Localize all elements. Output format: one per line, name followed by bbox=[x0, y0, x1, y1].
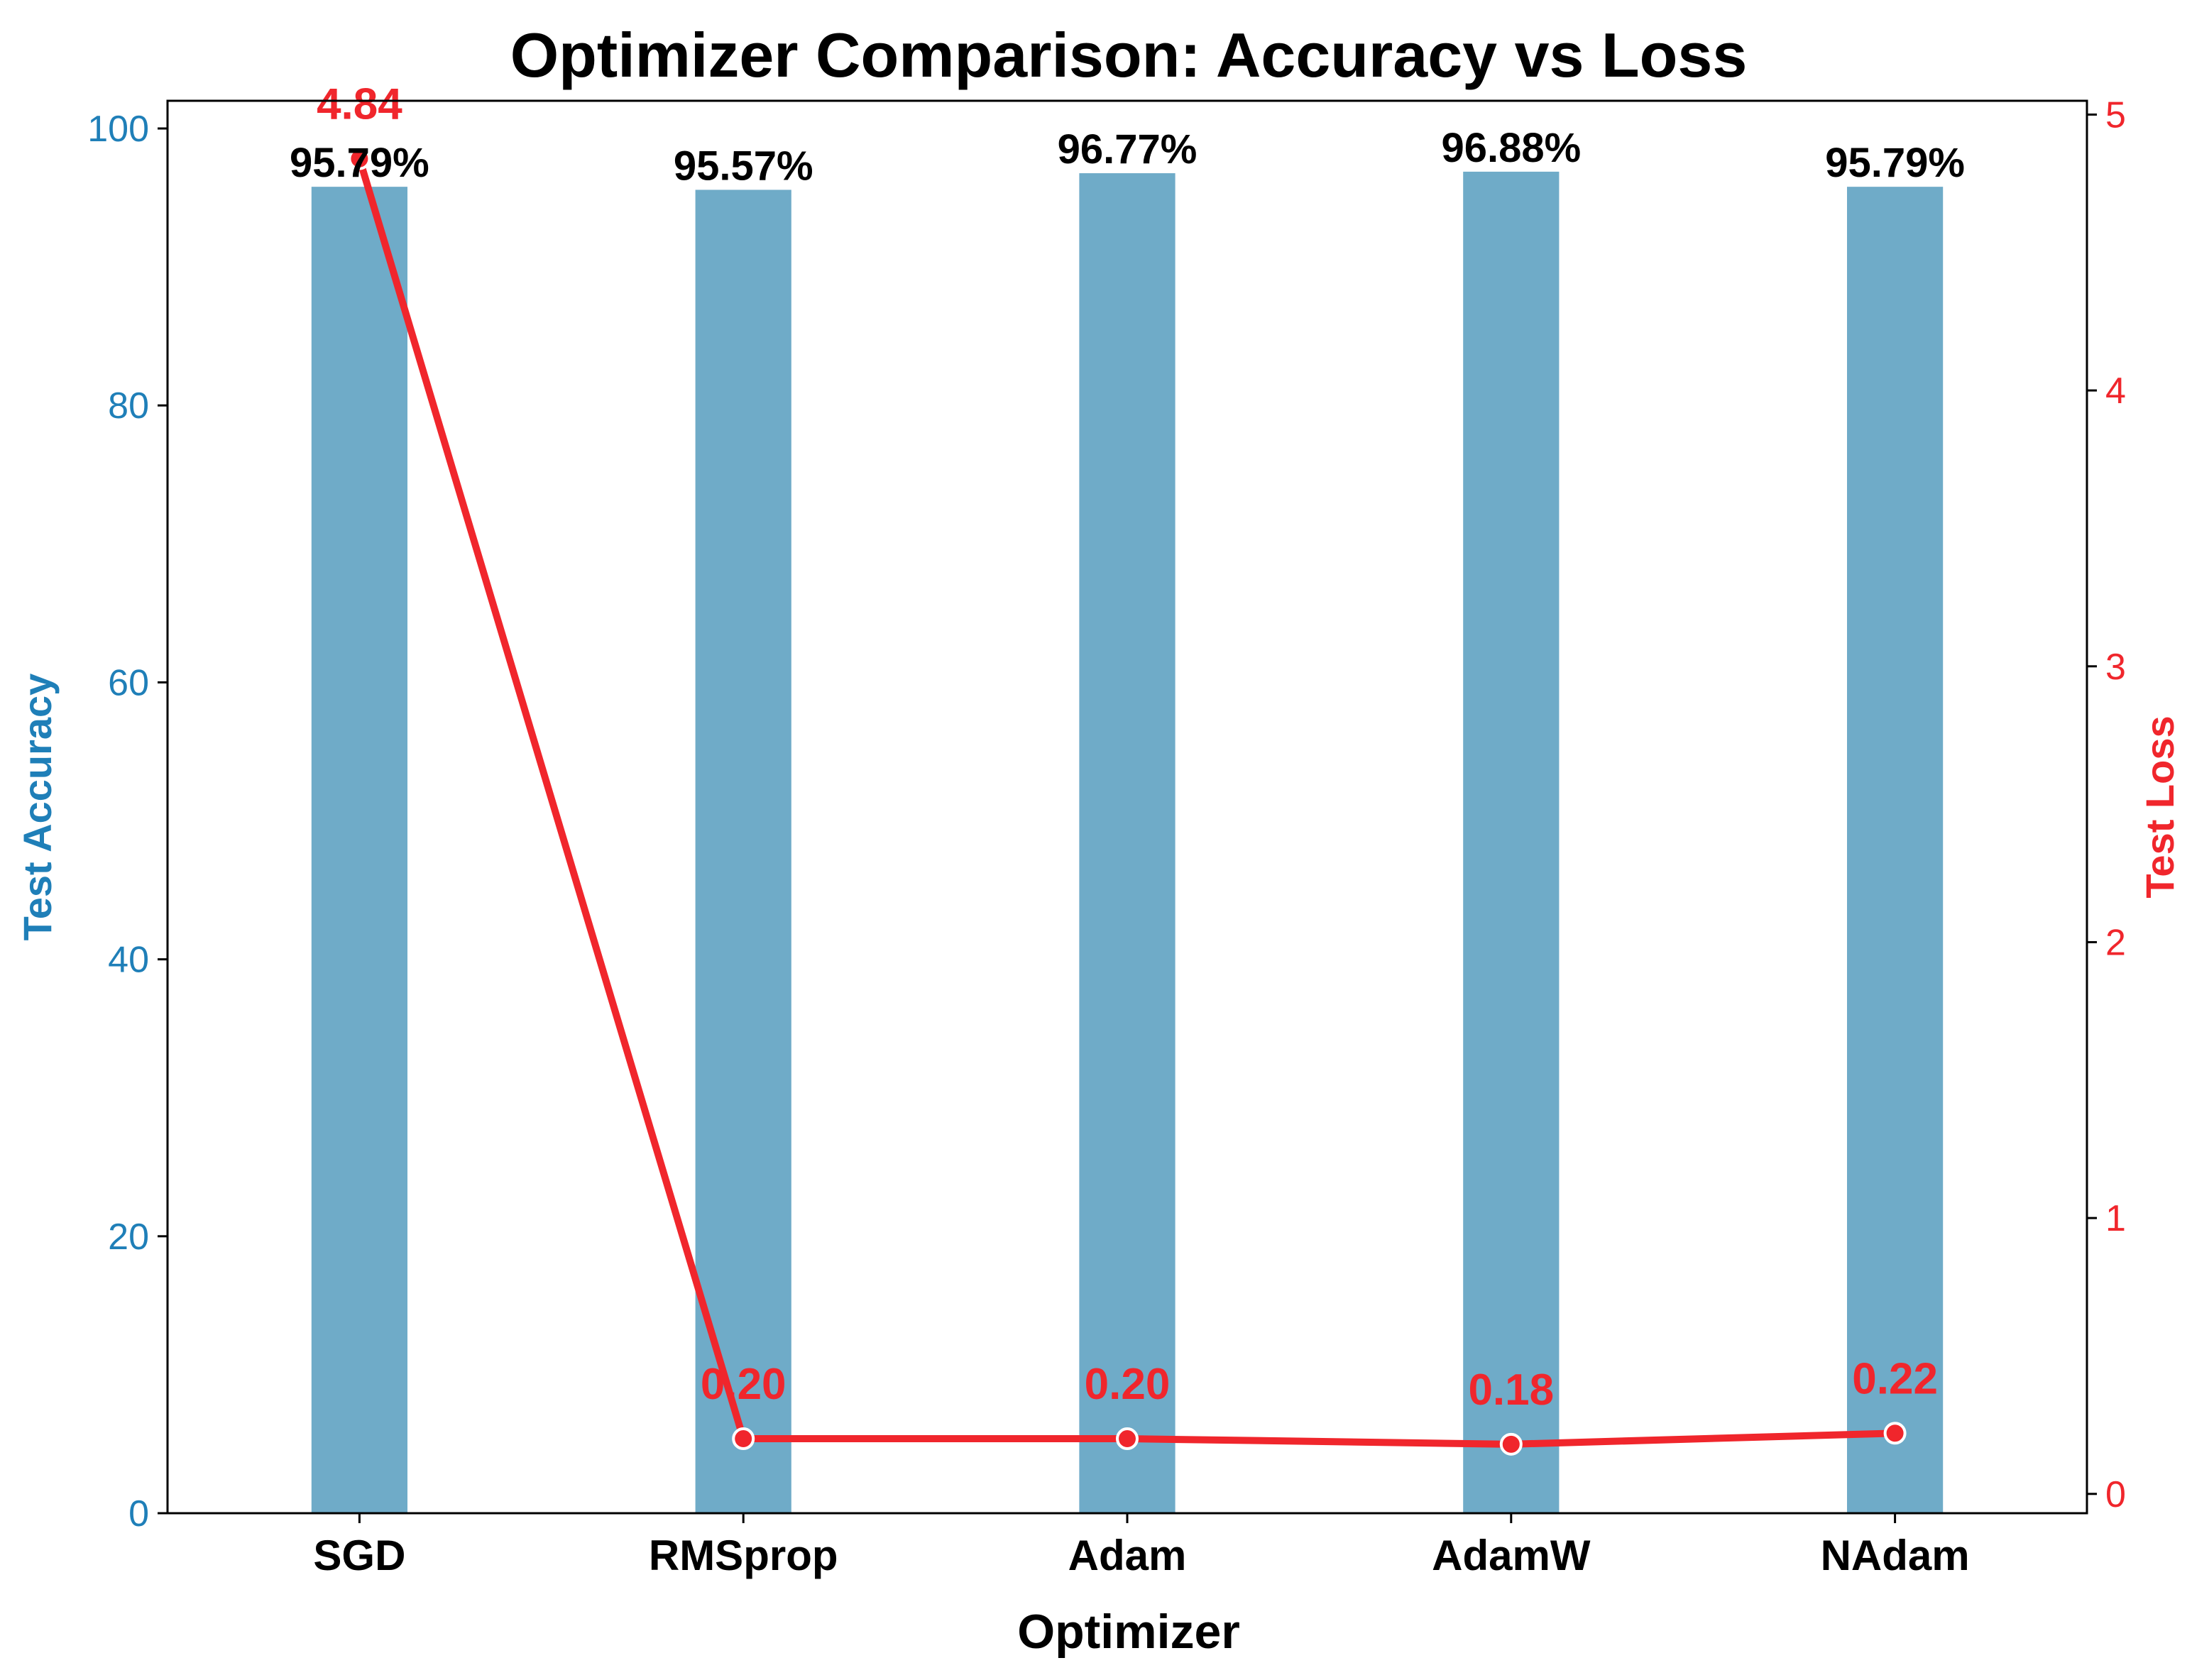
bar-sgd bbox=[311, 187, 407, 1513]
x-axis: SGD RMSprop Adam AdamW NAdam bbox=[313, 1513, 1970, 1579]
left-axis: 0 20 40 60 80 100 bbox=[87, 109, 168, 1534]
bar-value-label: 96.88% bbox=[1441, 125, 1581, 171]
right-tick-label: 0 bbox=[2105, 1474, 2126, 1515]
bar-nadam bbox=[1847, 187, 1944, 1513]
bar-adam bbox=[1079, 173, 1176, 1514]
right-tick-label: 2 bbox=[2105, 922, 2126, 963]
left-tick-label: 100 bbox=[87, 109, 149, 150]
bar-adamw bbox=[1463, 171, 1560, 1514]
x-axis-label: Optimizer bbox=[1017, 1605, 1240, 1659]
x-tick-label: NAdam bbox=[1821, 1532, 1970, 1579]
bar-rmsprop bbox=[695, 190, 791, 1514]
bars-layer bbox=[311, 171, 1944, 1514]
bar-value-label: 95.57% bbox=[674, 143, 813, 189]
chart-title: Optimizer Comparison: Accuracy vs Loss bbox=[510, 20, 1748, 90]
x-tick-label: RMSprop bbox=[649, 1532, 838, 1579]
loss-points-layer bbox=[348, 147, 1907, 1456]
loss-value-label: 0.20 bbox=[701, 1360, 787, 1409]
right-tick-label: 3 bbox=[2105, 647, 2126, 688]
left-tick-label: 40 bbox=[108, 940, 149, 981]
x-tick-label: Adam bbox=[1068, 1532, 1187, 1579]
left-tick-label: 0 bbox=[128, 1493, 149, 1534]
bar-labels-layer: 95.79% 95.57% 96.77% 96.88% 95.79% bbox=[290, 125, 1965, 190]
loss-point-nadam bbox=[1883, 1422, 1907, 1445]
loss-point-adamw bbox=[1499, 1432, 1523, 1456]
right-axis: 0 1 2 3 4 5 bbox=[2087, 94, 2126, 1515]
loss-point-adam bbox=[1116, 1427, 1139, 1451]
loss-value-label: 4.84 bbox=[317, 80, 402, 129]
bar-value-label: 95.79% bbox=[1825, 140, 1965, 186]
x-tick-label: SGD bbox=[313, 1532, 405, 1579]
x-tick-label: AdamW bbox=[1432, 1532, 1591, 1579]
loss-point-sgd bbox=[348, 147, 371, 170]
left-tick-label: 80 bbox=[108, 385, 149, 427]
bar-value-label: 95.79% bbox=[290, 140, 429, 186]
right-tick-label: 5 bbox=[2105, 94, 2126, 136]
bar-value-label: 96.77% bbox=[1058, 126, 1198, 172]
y-axis-label-left: Test Accuracy bbox=[15, 674, 60, 941]
loss-value-label: 0.22 bbox=[1852, 1354, 1938, 1403]
right-tick-label: 4 bbox=[2105, 370, 2126, 412]
loss-value-label: 0.20 bbox=[1085, 1360, 1171, 1409]
loss-labels-layer: 4.84 0.20 0.20 0.18 0.22 bbox=[317, 80, 1938, 1415]
right-tick-label: 1 bbox=[2105, 1198, 2126, 1239]
y-axis-label-right: Test Loss bbox=[2137, 715, 2182, 898]
loss-value-label: 0.18 bbox=[1468, 1366, 1554, 1415]
loss-point-rmsprop bbox=[732, 1427, 755, 1451]
left-tick-label: 20 bbox=[108, 1217, 149, 1258]
left-tick-label: 60 bbox=[108, 662, 149, 703]
